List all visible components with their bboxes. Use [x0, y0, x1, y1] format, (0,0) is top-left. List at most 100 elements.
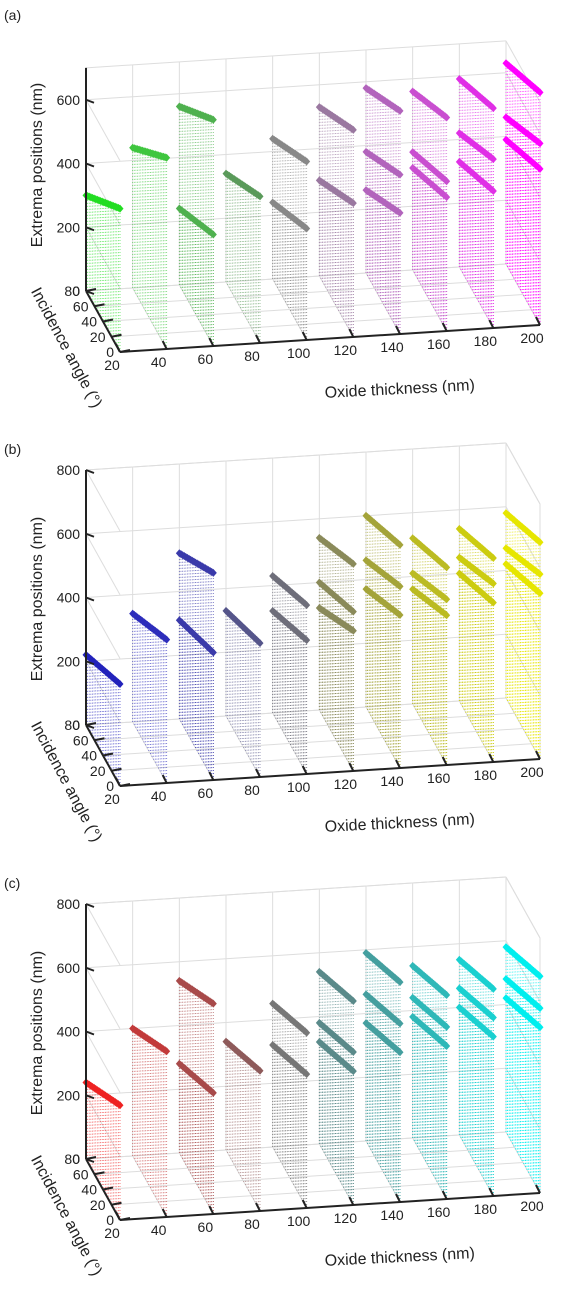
x-tick: [301, 765, 308, 775]
x-tick-label: 60: [198, 351, 214, 367]
data-point: [362, 186, 370, 195]
y-tick-label: 0: [106, 778, 114, 794]
grid-line: [505, 200, 541, 262]
data-point: [175, 102, 183, 111]
data-point: [409, 148, 417, 157]
x-tick-label: 120: [334, 342, 358, 358]
x-tick-label: 200: [520, 1198, 544, 1214]
data-point: [409, 1012, 417, 1021]
x-tick: [348, 1196, 355, 1206]
data-point: [129, 143, 137, 152]
x-tick: [115, 343, 121, 353]
grid-line: [505, 570, 541, 632]
grid-line: [505, 634, 541, 696]
data-point: [409, 961, 417, 970]
y-tick: [119, 1217, 131, 1221]
data-point: [455, 984, 463, 993]
x-tick-label: 120: [334, 1210, 358, 1226]
y-tick-label: 60: [73, 298, 89, 314]
z-tick: [85, 1094, 95, 1100]
z-tick-label: 200: [57, 653, 81, 669]
data-point: [175, 204, 183, 213]
data-point: [315, 967, 323, 976]
y-tick-label: 20: [90, 1197, 106, 1213]
x-axis-line: [119, 1192, 541, 1221]
grid-line: [111, 309, 532, 338]
grid-line: [85, 661, 121, 723]
data-point: [502, 59, 510, 68]
data-point: [269, 134, 277, 143]
grid-line: [102, 294, 524, 322]
data-point: [502, 975, 510, 983]
data-point: [502, 943, 510, 952]
data-point: [409, 993, 417, 1002]
series-x160: [409, 87, 451, 331]
x-axis-line: [119, 758, 541, 787]
data-point: [315, 103, 323, 112]
series-x100: [269, 999, 311, 1208]
data-point: [175, 616, 183, 625]
grid-line: [85, 1067, 507, 1096]
data-point: [222, 606, 230, 615]
x-tick-label: 60: [198, 785, 214, 801]
data-point: [315, 176, 323, 185]
z-tick: [85, 903, 95, 908]
x-tick-label: 60: [198, 1219, 214, 1235]
series-x140: [362, 511, 404, 768]
data-point: [269, 1041, 277, 1049]
z-tick: [85, 162, 95, 168]
panel-label: (c): [4, 875, 20, 891]
data-point: [409, 569, 417, 578]
series-x60: [175, 549, 217, 780]
grid-line: [85, 903, 121, 966]
grid-line: [85, 697, 507, 726]
grid-line: [85, 40, 507, 69]
data-point: [362, 556, 370, 565]
x-tick: [441, 756, 448, 766]
series-x60: [175, 976, 217, 1214]
grid-line: [85, 199, 507, 228]
data-point: [269, 571, 277, 580]
data-point: [502, 544, 510, 553]
series-x140: [362, 84, 404, 334]
x-tick-label: 180: [474, 1201, 498, 1217]
x-tick-label: 20: [104, 357, 120, 373]
y-tick: [94, 1171, 105, 1176]
x-tick-label: 160: [427, 770, 451, 786]
z-tick: [85, 98, 95, 104]
x-tick: [208, 1205, 215, 1215]
z-tick: [85, 290, 95, 295]
x-tick: [208, 337, 215, 347]
y-tick-label: 40: [81, 314, 97, 330]
series-x40: [129, 143, 171, 349]
z-tick: [85, 1030, 95, 1036]
x-tick: [115, 1211, 121, 1221]
z-tick: [85, 724, 95, 729]
x-tick: [441, 1190, 448, 1200]
x-tick-label: 40: [151, 354, 167, 370]
data-point: [315, 578, 323, 587]
x-tick: [255, 1202, 261, 1212]
x-tick-label: 80: [244, 782, 260, 798]
grid-line: [85, 506, 507, 535]
y-tick: [102, 1186, 114, 1191]
y-tick-label: 20: [90, 329, 106, 345]
data-point: [129, 609, 137, 618]
data-point: [409, 87, 417, 96]
z-axis-title: Extrema positions (nm): [29, 83, 46, 248]
series-x180: [455, 524, 497, 762]
y-tick: [94, 737, 105, 742]
y-tick: [94, 303, 105, 308]
series-x80: [222, 1037, 264, 1211]
z-tick-label: 800: [57, 896, 81, 912]
y-tick-label: 80: [64, 283, 80, 299]
x-tick-label: 20: [104, 791, 120, 807]
data-point: [315, 1018, 323, 1027]
x-axis-line: [119, 324, 541, 353]
x-axis-title: Oxide thickness (nm): [324, 377, 475, 402]
data-point: [455, 524, 463, 533]
x-tick-label: 20: [104, 1225, 120, 1241]
data-point: [362, 990, 370, 999]
grid-line: [85, 876, 507, 905]
data-point: [222, 1037, 230, 1046]
